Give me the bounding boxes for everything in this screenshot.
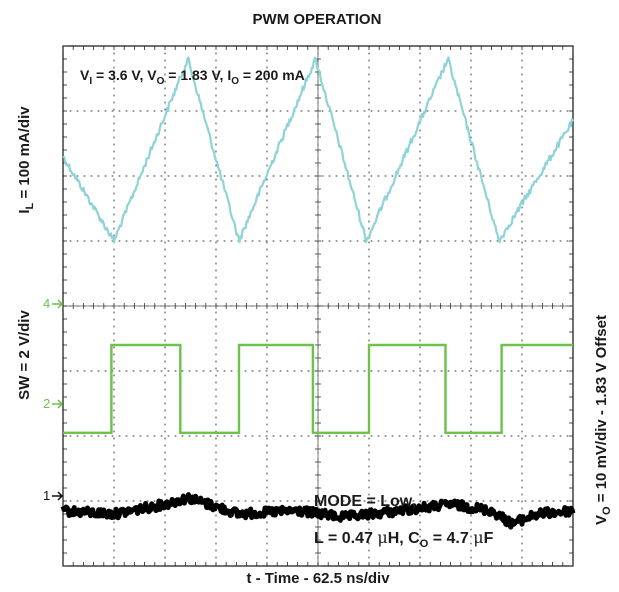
sw-axis-label: SW = 2 V/div	[16, 310, 33, 400]
channel-2-arrow	[52, 399, 64, 409]
channel-2-marker: 2	[43, 396, 64, 411]
x-axis-label: t - Time - 62.5 ns/div	[246, 570, 390, 587]
channel-4-label: 4	[43, 296, 50, 311]
channel-2-label: 2	[43, 396, 50, 411]
vo-axis-label: VO = 10 mV/div - 1.83 V Offset	[593, 315, 613, 525]
vo-trace	[60, 492, 576, 530]
channel-1-marker: 1	[43, 488, 64, 503]
chart-title: PWM OPERATION	[253, 11, 382, 28]
grid	[62, 45, 574, 567]
il-trace	[62, 56, 574, 244]
conditions-annotation: VI = 3.6 V, VO = 1.83 V, IO = 200 mA	[80, 67, 305, 87]
mode-annotation-line2: L = 0.47 μH, CO = 4.7 μF	[314, 528, 494, 550]
channel-4-marker: 4	[43, 296, 64, 311]
channel-1-label: 1	[43, 488, 50, 503]
traces	[60, 56, 576, 530]
channel-1-arrow	[52, 491, 64, 501]
channel-4-arrow	[52, 299, 64, 309]
mode-annotation-line1: MODE = Low,	[314, 493, 416, 510]
sw-trace	[63, 343, 573, 434]
il-axis-label: IL = 100 mA/div	[16, 106, 36, 214]
